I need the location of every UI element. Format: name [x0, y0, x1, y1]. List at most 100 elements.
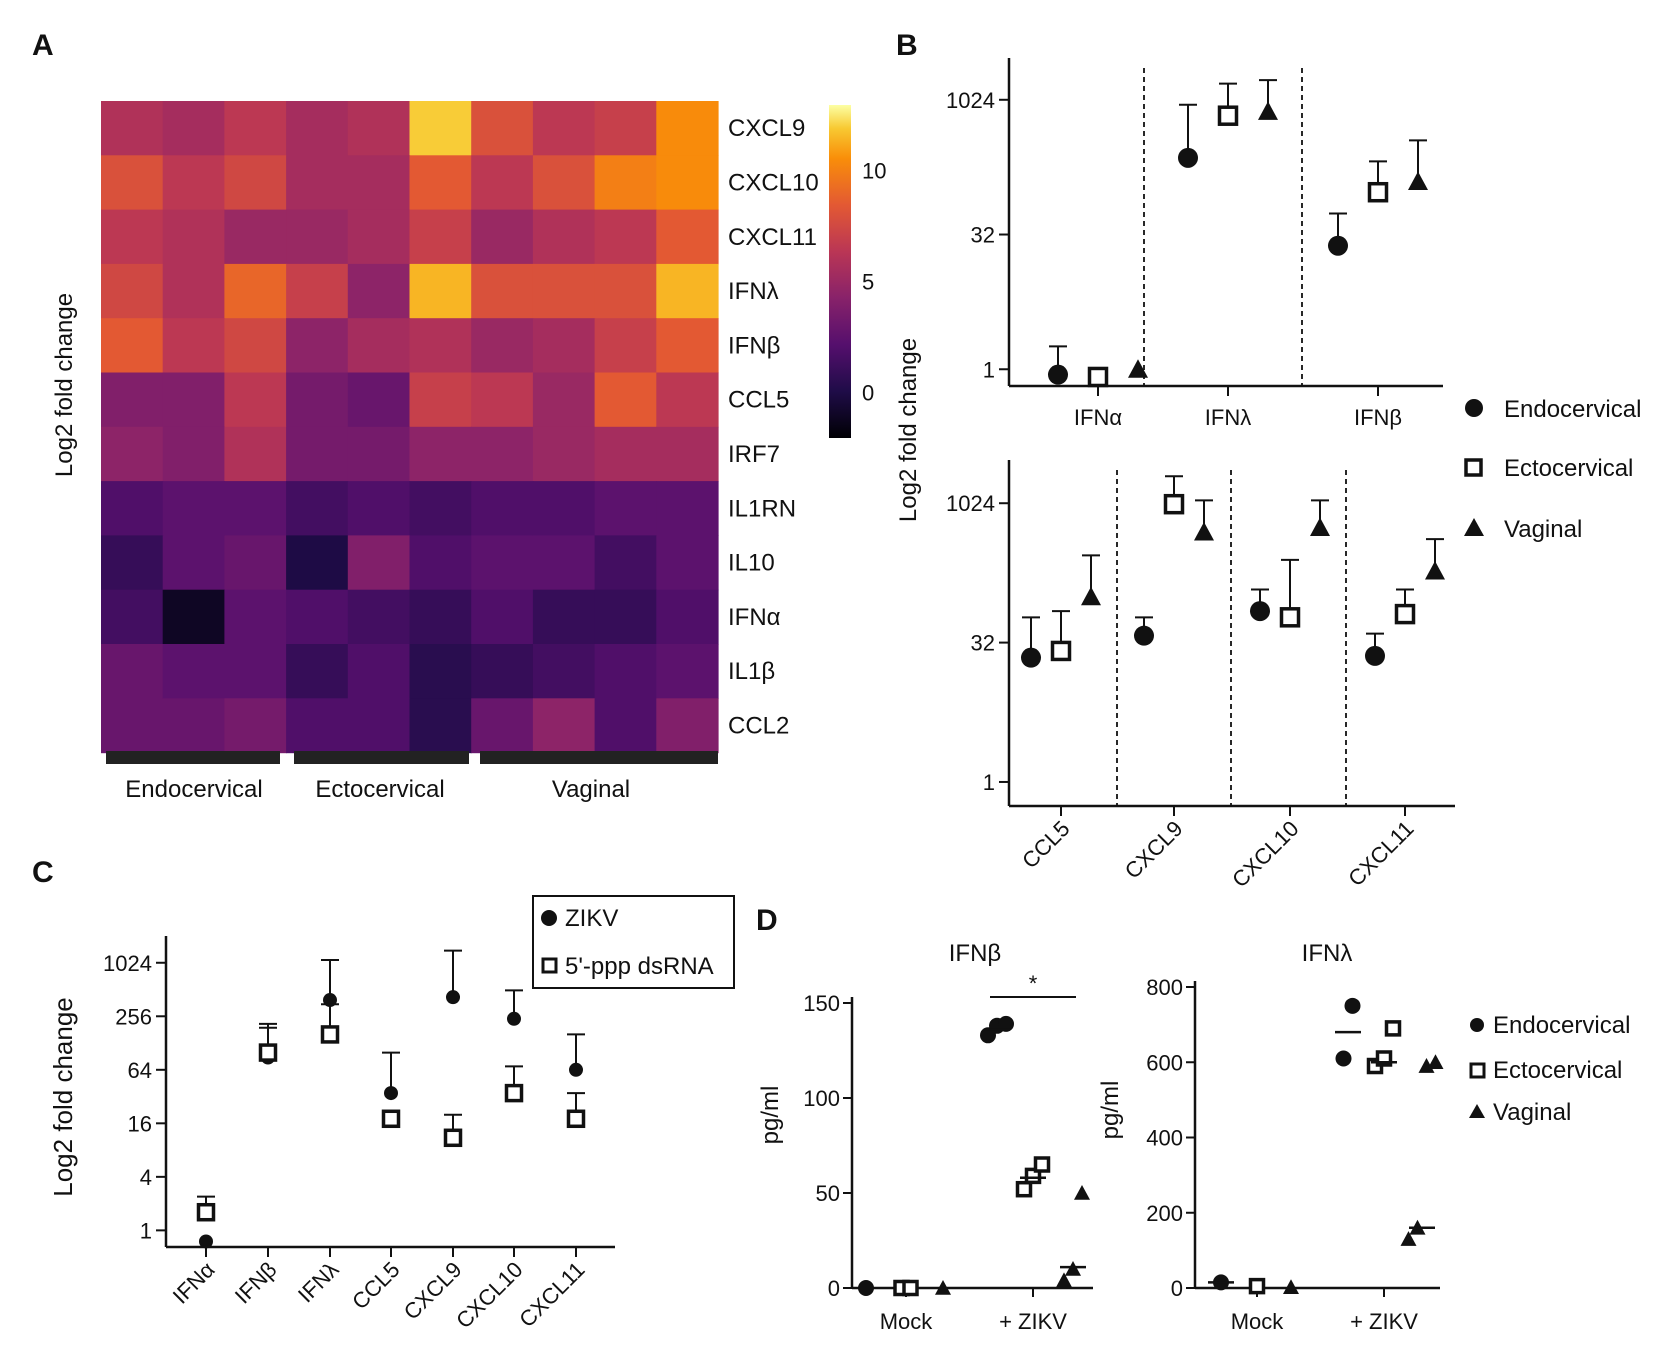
heatmap-cell-irf7-3 [224, 426, 287, 482]
y-tick-label-400: 400 [1146, 1126, 1183, 1151]
point-vaginal-cxcl10 [1310, 517, 1330, 536]
heatmap-cell-ifn-7 [471, 318, 534, 374]
heatmap-cell-cxcl9-10 [656, 101, 719, 156]
legend-circle-icon [541, 910, 557, 926]
point-ectocervical-cxcl10 [1279, 607, 1301, 628]
x-tick-label-cxcl9: CXCL9 [1120, 816, 1188, 884]
heatmap-cell-ifn-10 [656, 263, 719, 319]
point-5-ppp-dsrna-cxcl10 [504, 1083, 524, 1103]
point-zikv-cxcl11 [569, 1062, 583, 1077]
point-zikv-ccl5 [384, 1086, 398, 1101]
heatmap-cell-ccl2-8 [532, 698, 596, 754]
point-vaginal-zikv-3 [1074, 1185, 1090, 1200]
panel-d1-y-label: pg/ml [757, 1086, 784, 1145]
heatmap-cell-cxcl9-9 [594, 101, 657, 156]
point-5-ppp-dsrna-ifn [320, 1025, 340, 1044]
heatmap-cell-il1-3 [224, 644, 287, 699]
heatmap-cell-il10-7 [471, 535, 534, 591]
heatmap-cell-cxcl10-4 [286, 155, 349, 211]
heatmap-cell-il1rn-2 [162, 481, 225, 536]
heatmap-cell-cxcl9-2 [162, 101, 225, 156]
y-tick-label-1: 1 [983, 357, 995, 382]
heatmap-cell-il1rn-8 [532, 481, 596, 536]
row-label-ifn: IFNλ [728, 278, 779, 305]
legend-circle-icon [1465, 399, 1483, 417]
heatmap-cell-ccl5-1 [101, 372, 164, 428]
heatmap-cell-cxcl11-10 [656, 209, 719, 265]
point-5-ppp-dsrna-ifn [258, 1043, 278, 1062]
heatmap-cell-ifn-8 [532, 589, 596, 645]
heatmap-cell-irf7-2 [162, 426, 225, 482]
heatmap-cell-ifn-2 [162, 589, 225, 645]
heatmap-cell-il10-6 [409, 535, 472, 591]
heatmap-cell-irf7-5 [347, 426, 411, 482]
colorbar-tick-10: 10 [862, 159, 886, 184]
heatmap-cell-ifn-3 [224, 263, 287, 319]
point-ectocervical-cxcl9 [1163, 493, 1185, 515]
x-tick-label-zikv: + ZIKV [999, 1309, 1067, 1334]
point-vaginal-mock-1 [1283, 1279, 1299, 1295]
panel-c-legend: ZIKV 5'-ppp dsRNA [532, 895, 735, 989]
heatmap-cell-cxcl11-9 [594, 209, 657, 265]
heatmap-cell-cxcl9-1 [101, 101, 164, 156]
heatmap-y-label: Log2 fold change [51, 293, 78, 477]
point-ectocervical-cxcl11 [1394, 603, 1416, 625]
heatmap-cell-ccl5-5 [347, 372, 411, 428]
y-tick-label-150: 150 [803, 991, 840, 1016]
legend-triangle-icon [1464, 518, 1484, 536]
heatmap-cell-cxcl9-7 [471, 101, 534, 156]
point-endocervical-ifn [1048, 364, 1068, 385]
point-vaginal-cxcl9 [1194, 522, 1214, 541]
heatmap-cell-ifn-3 [224, 318, 287, 374]
row-label-cxcl10: CXCL10 [728, 169, 819, 196]
row-label-ifn: IFNβ [728, 332, 780, 359]
x-tick-label-ifn: IFNβ [1354, 405, 1402, 430]
point-endocervical-zikv-2 [1344, 997, 1361, 1014]
legend-ectocervical-d: Ectocervical [1493, 1057, 1622, 1084]
point-vaginal-zikv-3 [1418, 1058, 1435, 1073]
heatmap-cell-ifn-3 [224, 589, 287, 645]
heatmap-cell-ccl5-2 [162, 372, 225, 428]
panel-d-title-ifnl: IFNλ [1302, 940, 1353, 967]
colorbar-tick-0: 0 [862, 381, 874, 406]
point-vaginal-zikv-2 [1065, 1261, 1081, 1276]
heatmap-cell-cxcl11-8 [532, 209, 596, 265]
heatmap-cell-il10-8 [532, 535, 596, 591]
point-ectocervical-ccl5 [1050, 640, 1072, 662]
row-label-ccl2: CCL2 [728, 712, 789, 739]
heatmap-cell-cxcl10-2 [162, 155, 225, 211]
panel-b-y-label: Log2 fold change [895, 338, 922, 522]
x-tick-label-cxcl11: CXCL11 [1343, 816, 1418, 891]
x-tick-label-ccl5: CCL5 [1017, 816, 1074, 873]
panel-b-bottom-plot: 1 32 1024 CCL5 CXCL9 CXCL10 CXCL11 [946, 460, 1455, 892]
heatmap-row-labels: CXCL9 CXCL10 CXCL11 IFNλ IFNβ CCL5 IRF7 IL1RN IL… [728, 115, 819, 739]
heatmap-cell-cxcl10-7 [471, 155, 534, 211]
heatmap-cell-cxcl11-5 [347, 209, 411, 265]
point-endocervical-zikv-1 [1335, 1050, 1352, 1067]
legend-dsrna: 5'-ppp dsRNA [565, 953, 714, 980]
y-tick-label-32: 32 [971, 631, 995, 656]
x-tick-label-cxcl10: CXCL10 [1227, 816, 1303, 892]
panel-letter-c: C [32, 856, 54, 889]
heatmap-cell-il1-6 [409, 644, 472, 699]
heatmap-cell-il10-1 [101, 535, 164, 591]
point-endocervical-mock-1 [858, 1280, 874, 1296]
heatmap-cell-ifn-9 [594, 318, 657, 374]
heatmap-cell-il1rn-10 [656, 481, 719, 536]
point-ectocervical-ifn [1087, 366, 1109, 388]
legend-zikv: ZIKV [565, 905, 618, 932]
point-zikv-cxcl10 [507, 1011, 521, 1026]
heatmap-cell-ifn-7 [471, 263, 534, 319]
panel-d-title-ifnb: IFNβ [949, 940, 1001, 967]
point-zikv-ifn [199, 1234, 213, 1249]
x-tick-label-ifn: IFNλ [1205, 405, 1251, 430]
point-ectocervical-mock-2 [902, 1279, 919, 1297]
panel-c-y-label: Log2 fold change [48, 997, 78, 1197]
heatmap-cell-il1rn-9 [594, 481, 657, 536]
row-label-ifn: IFNα [728, 604, 781, 631]
heatmap-cell-il1-7 [471, 644, 534, 699]
heatmap-cell-cxcl10-9 [594, 155, 657, 211]
heatmap-cell-il10-9 [594, 535, 657, 591]
heatmap-cell-ccl2-3 [224, 698, 287, 754]
